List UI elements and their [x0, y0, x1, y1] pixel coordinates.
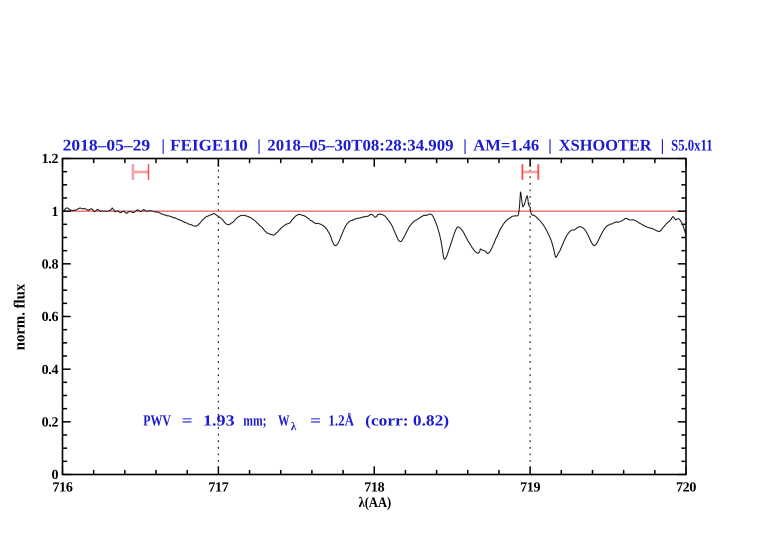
svg-text:W: W: [278, 412, 290, 429]
svg-text:norm. flux: norm. flux: [11, 284, 28, 351]
svg-text:1: 1: [51, 205, 58, 220]
svg-text:(corr: 0.82): (corr: 0.82): [365, 412, 449, 429]
svg-text:1.93: 1.93: [203, 412, 235, 429]
svg-text:λ(AA): λ(AA): [359, 495, 392, 511]
svg-text:0.8: 0.8: [42, 258, 59, 273]
svg-text:=: =: [310, 412, 321, 429]
svg-text:0.6: 0.6: [42, 310, 59, 325]
svg-text:|: |: [548, 136, 552, 154]
svg-text:1.2: 1.2: [42, 152, 59, 167]
svg-text:2018–05–29: 2018–05–29: [63, 136, 151, 154]
svg-text:AM=1.46: AM=1.46: [473, 136, 539, 154]
svg-text:|: |: [161, 136, 165, 154]
svg-text:2018–05–30T08:28:34.909: 2018–05–30T08:28:34.909: [267, 136, 453, 154]
svg-text:1.2Å: 1.2Å: [328, 412, 354, 429]
svg-text:|: |: [463, 136, 467, 154]
svg-text:0.4: 0.4: [42, 363, 59, 378]
svg-text:0: 0: [51, 468, 58, 483]
svg-text:|: |: [661, 136, 665, 154]
svg-text:716: 716: [52, 481, 72, 496]
svg-text:0.2: 0.2: [42, 416, 59, 431]
svg-text:mm;: mm;: [243, 412, 266, 429]
svg-text:|: |: [257, 136, 261, 154]
svg-text:718: 718: [364, 481, 384, 496]
svg-text:FEIGE110: FEIGE110: [170, 136, 248, 154]
svg-text:XSHOOTER: XSHOOTER: [559, 136, 652, 154]
svg-text:720: 720: [676, 481, 696, 496]
svg-text:717: 717: [208, 481, 228, 496]
svg-text:S5.0x11: S5.0x11: [671, 136, 713, 154]
svg-text:PWV: PWV: [143, 412, 171, 429]
svg-text:λ: λ: [291, 421, 297, 433]
svg-text:719: 719: [520, 481, 540, 496]
svg-text:=: =: [182, 412, 193, 429]
